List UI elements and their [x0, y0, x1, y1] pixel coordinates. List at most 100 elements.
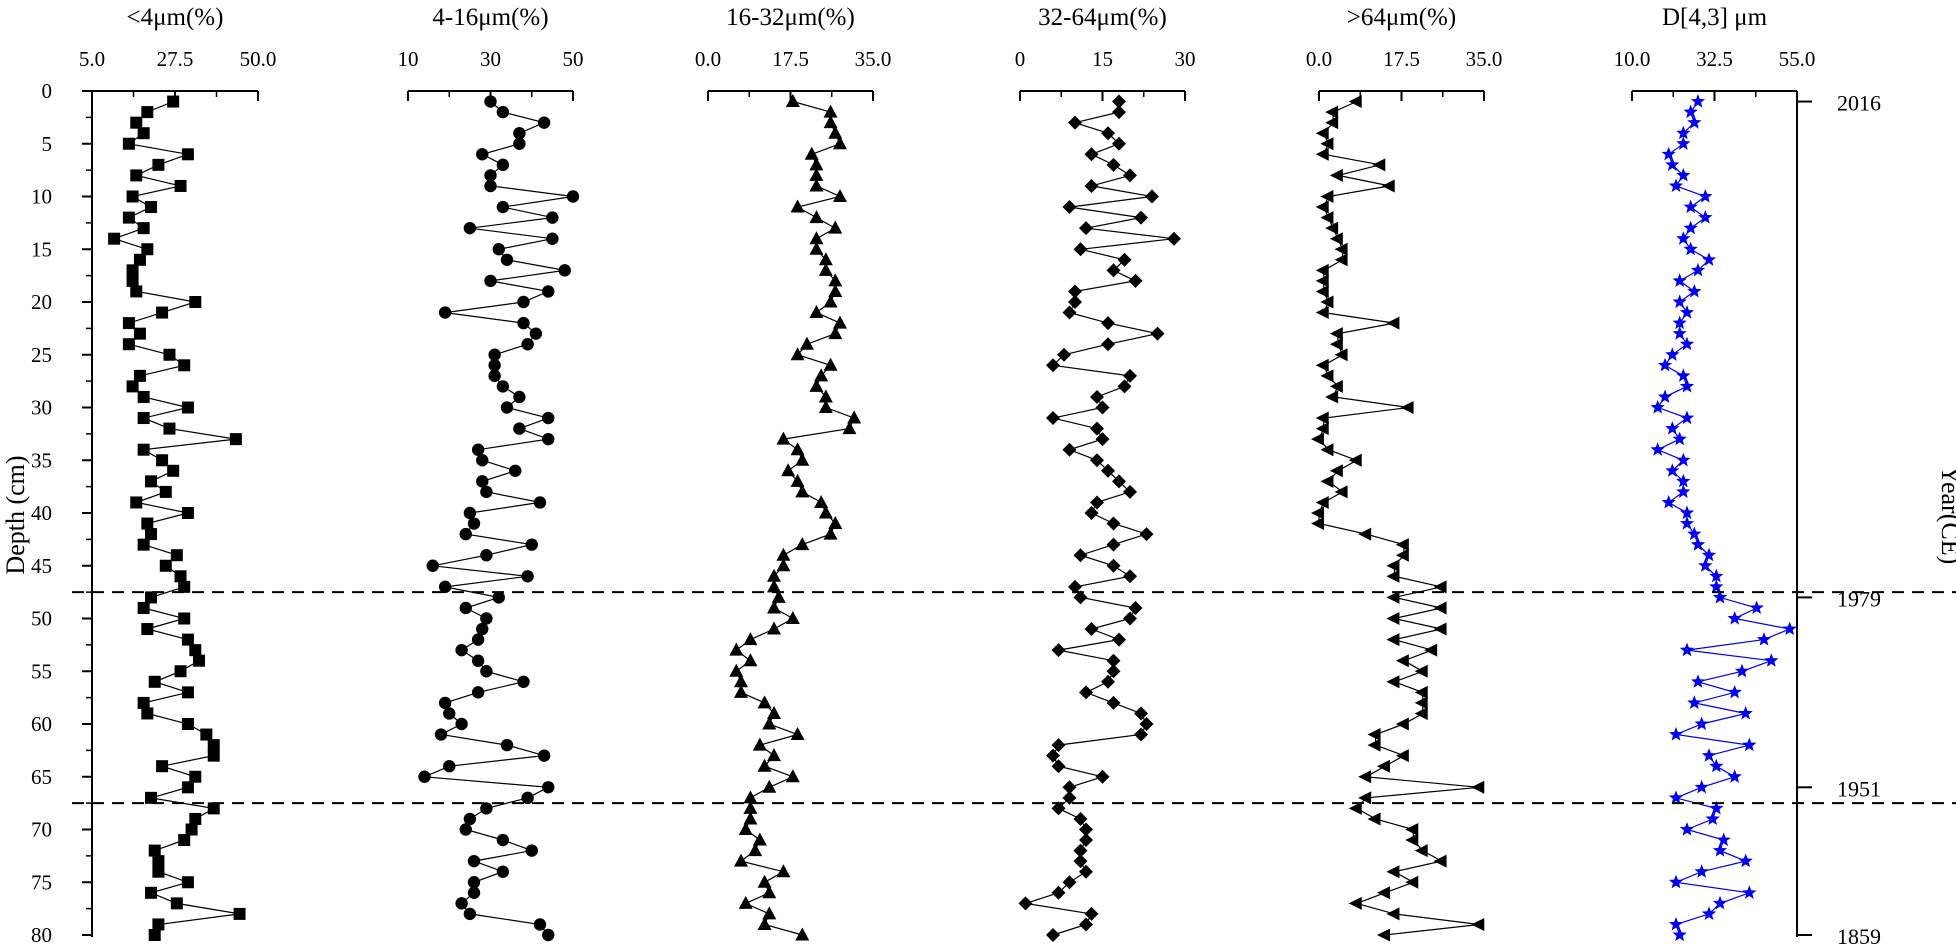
data-point [1709, 568, 1724, 583]
tick-label: 17.5 [1383, 47, 1420, 71]
data-point [178, 612, 191, 625]
data-point [809, 167, 824, 181]
data-point [471, 654, 485, 667]
data-point [1320, 443, 1334, 457]
data-point [1134, 706, 1148, 721]
series-line [1318, 100, 1480, 936]
data-point [1084, 906, 1099, 921]
data-point [1709, 800, 1724, 815]
data-point [1315, 411, 1329, 425]
data-point [1716, 832, 1731, 847]
data-point [1046, 358, 1060, 373]
data-point [776, 431, 791, 445]
data-point [1749, 600, 1764, 615]
data-point [167, 464, 180, 477]
data-point [145, 591, 158, 604]
data-point [1433, 854, 1447, 868]
panel-5: >64μm(%) 0.0 17.5 35.0 [1306, 4, 1502, 942]
data-point [133, 253, 146, 266]
data-point [1139, 527, 1154, 542]
data-point [137, 443, 150, 456]
data-point [484, 95, 497, 108]
data-point [818, 400, 833, 413]
data-point [1090, 389, 1104, 404]
data-point [1433, 622, 1447, 636]
data-point [1690, 537, 1706, 551]
tick-label: 15 [1092, 47, 1113, 71]
data-point [1372, 158, 1386, 172]
data-point [1672, 294, 1687, 309]
data-point [181, 401, 194, 414]
data-point [1325, 221, 1339, 235]
data-point [1701, 748, 1717, 762]
data-point [814, 368, 829, 382]
data-point [1687, 695, 1702, 709]
data-point [488, 348, 501, 361]
data-point [757, 916, 772, 930]
data-point [1650, 442, 1665, 456]
data-point [1668, 874, 1684, 889]
data-point [1106, 695, 1121, 710]
data-point [1101, 674, 1115, 689]
data-point [1145, 189, 1159, 204]
depth-tick-label: 60 [31, 712, 52, 736]
data-point [192, 654, 205, 667]
data-point [1679, 516, 1695, 530]
data-point [207, 749, 220, 762]
data-point [1727, 769, 1742, 783]
data-point [842, 421, 857, 435]
data-point [1095, 769, 1110, 784]
series-line [424, 101, 574, 936]
data-point [1128, 273, 1143, 288]
data-point [463, 907, 477, 921]
data-point [126, 274, 139, 287]
data-point [137, 412, 150, 425]
data-point [1311, 432, 1324, 446]
data-point [1329, 232, 1343, 246]
data-point [1358, 791, 1372, 805]
data-point [1386, 590, 1400, 604]
data-point [781, 463, 796, 477]
data-point [1367, 728, 1381, 742]
data-point [1095, 432, 1110, 447]
data-point [818, 505, 833, 519]
data-point [156, 454, 169, 467]
data-point [471, 633, 485, 646]
data-point [1112, 136, 1126, 151]
data-point [137, 538, 150, 551]
data-point [1712, 895, 1728, 910]
data-point [795, 484, 810, 498]
data-point [1051, 885, 1066, 900]
data-point [1057, 347, 1071, 362]
data-point [828, 273, 843, 287]
tick-label: 27.5 [157, 47, 194, 71]
data-point [148, 844, 161, 857]
data-point [1106, 516, 1121, 531]
data-point [1665, 463, 1680, 477]
data-point [1123, 569, 1137, 584]
data-point [1676, 473, 1691, 488]
data-point [148, 675, 161, 688]
data-point [734, 853, 748, 867]
data-point [1334, 348, 1348, 362]
data-point [1694, 864, 1709, 878]
data-point [517, 675, 530, 688]
data-point [178, 580, 191, 593]
data-point [542, 432, 555, 446]
data-point [743, 811, 758, 825]
data-point [1334, 242, 1348, 256]
tick-label: 30 [480, 47, 501, 71]
depth-axis-label: Depth (cm) [1, 455, 30, 574]
data-point [137, 222, 150, 235]
data-point [795, 537, 810, 551]
data-point [1090, 495, 1104, 510]
data-point [847, 410, 862, 424]
data-point [1062, 305, 1077, 320]
data-point [152, 918, 165, 931]
data-point [1672, 273, 1687, 287]
data-point [1386, 559, 1400, 573]
data-point [133, 369, 146, 382]
data-point [1679, 505, 1695, 520]
data-point [1046, 411, 1060, 426]
